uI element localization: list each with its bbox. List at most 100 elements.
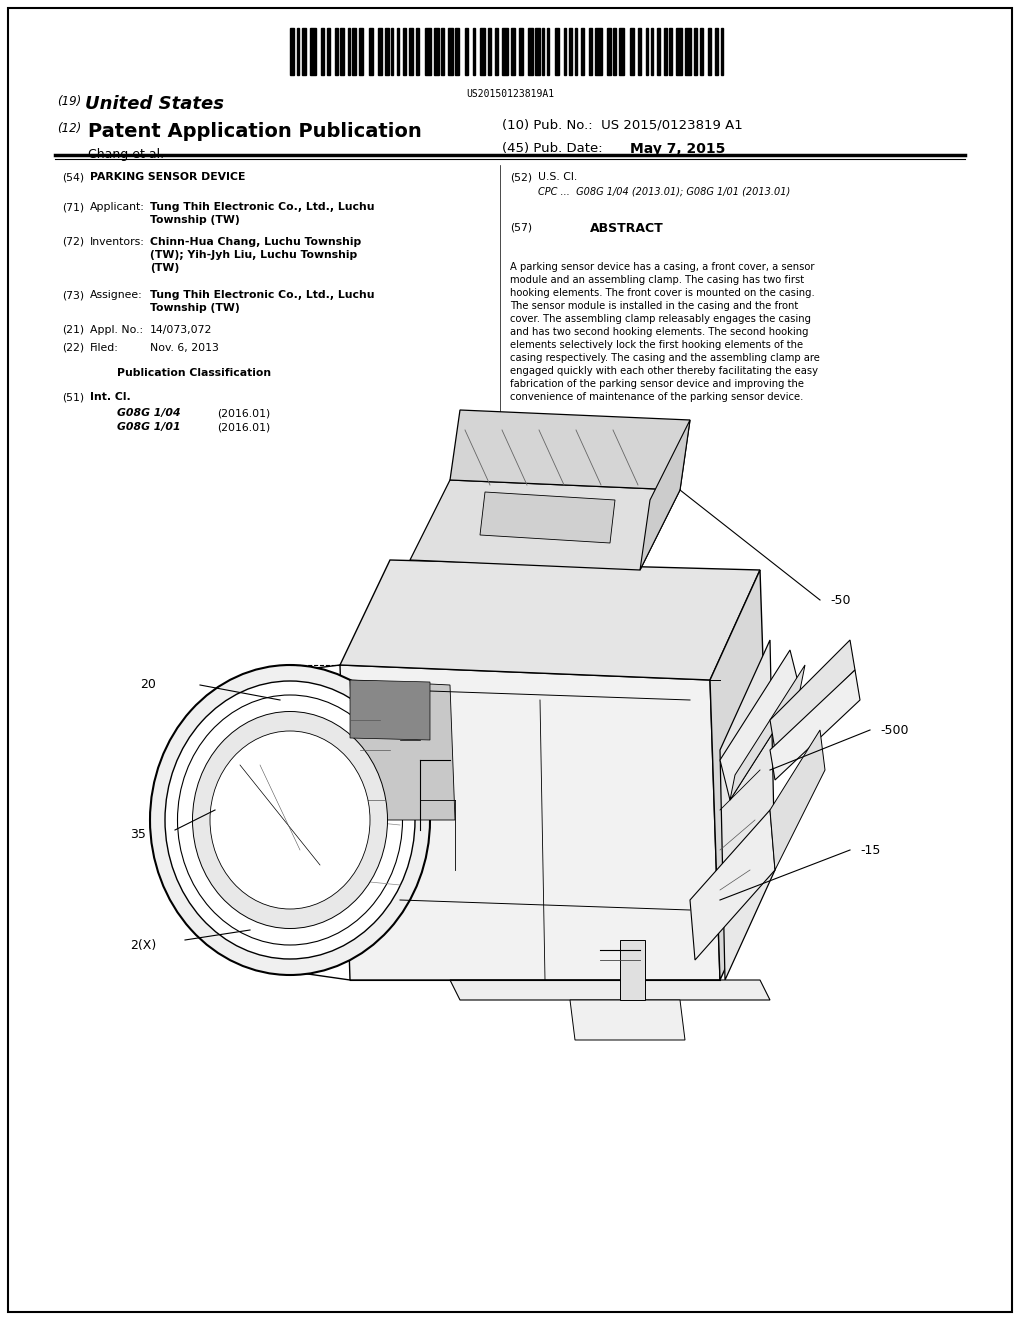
Text: U.S. Cl.: U.S. Cl. [537, 172, 577, 182]
Bar [454, 28, 459, 75]
Text: Inventors:: Inventors: [90, 238, 145, 247]
Bar [473, 28, 475, 75]
Text: convenience of maintenance of the parking sensor device.: convenience of maintenance of the parkin… [510, 392, 803, 403]
Text: (19): (19) [57, 95, 82, 108]
Text: CPC ...  G08G 1/04 (2013.01); G08G 1/01 (2013.01): CPC ... G08G 1/04 (2013.01); G08G 1/01 (… [537, 187, 790, 197]
Bar [607, 28, 610, 75]
Text: hooking elements. The front cover is mounted on the casing.: hooking elements. The front cover is mou… [510, 288, 814, 298]
Bar [424, 28, 431, 75]
Text: (22): (22) [62, 343, 84, 352]
Polygon shape [769, 730, 824, 870]
Text: Patent Application Publication: Patent Application Publication [88, 121, 421, 141]
Text: Filed:: Filed: [90, 343, 119, 352]
Text: module and an assembling clamp. The casing has two first: module and an assembling clamp. The casi… [510, 275, 803, 285]
Text: -500: -500 [879, 723, 908, 737]
Text: (2016.01): (2016.01) [217, 422, 270, 432]
Bar [541, 28, 543, 75]
Polygon shape [769, 640, 854, 750]
Polygon shape [480, 492, 614, 543]
Text: (TW): (TW) [150, 263, 179, 273]
Bar [519, 28, 523, 75]
Bar [564, 28, 566, 75]
Polygon shape [570, 1001, 685, 1040]
Bar [465, 28, 468, 75]
Bar [440, 28, 444, 75]
Polygon shape [709, 570, 769, 979]
Polygon shape [719, 649, 799, 800]
Text: US20150123819A1: US20150123819A1 [466, 88, 553, 99]
Bar [289, 28, 294, 75]
Bar [700, 28, 702, 75]
Bar [707, 28, 710, 75]
Bar [390, 28, 392, 75]
Text: engaged quickly with each other thereby facilitating the easy: engaged quickly with each other thereby … [510, 366, 817, 376]
Text: -50: -50 [829, 594, 850, 606]
Text: Applicant:: Applicant: [90, 202, 145, 213]
Bar [574, 28, 576, 75]
Bar [409, 28, 412, 75]
Text: Chinn-Hua Chang, Luchu Township: Chinn-Hua Chang, Luchu Township [150, 238, 361, 247]
Bar [369, 28, 373, 75]
Bar [320, 28, 324, 75]
Text: Tung Thih Electronic Co., Ltd., Luchu: Tung Thih Electronic Co., Ltd., Luchu [150, 202, 374, 213]
Ellipse shape [177, 696, 403, 945]
Bar [352, 28, 356, 75]
Text: The sensor module is installed in the casing and the front: The sensor module is installed in the ca… [510, 301, 798, 312]
Bar [693, 28, 696, 75]
Bar [535, 28, 539, 75]
Polygon shape [339, 665, 719, 979]
Polygon shape [689, 810, 774, 960]
Bar [720, 28, 722, 75]
Bar [347, 28, 350, 75]
Text: (10) Pub. No.:  US 2015/0123819 A1: (10) Pub. No.: US 2015/0123819 A1 [501, 117, 742, 131]
Bar [377, 28, 381, 75]
Bar [403, 28, 406, 75]
Text: Chang et al.: Chang et al. [88, 148, 164, 161]
Bar [581, 28, 584, 75]
Bar [359, 28, 363, 75]
Bar [612, 28, 615, 75]
Text: 35: 35 [129, 829, 146, 842]
Text: 2(X): 2(X) [129, 939, 156, 952]
Text: (72): (72) [62, 238, 84, 247]
Bar [588, 28, 591, 75]
Ellipse shape [165, 681, 415, 960]
Ellipse shape [150, 665, 430, 975]
Bar [302, 28, 306, 75]
Text: (2016.01): (2016.01) [217, 408, 270, 418]
Polygon shape [639, 420, 689, 570]
Text: (45) Pub. Date:: (45) Pub. Date: [501, 143, 602, 154]
Text: elements selectively lock the first hooking elements of the: elements selectively lock the first hook… [510, 341, 802, 350]
Polygon shape [410, 480, 680, 570]
Text: (52): (52) [510, 172, 532, 182]
Bar [685, 28, 690, 75]
Text: -15: -15 [859, 843, 879, 857]
Text: Assignee:: Assignee: [90, 290, 143, 300]
Bar [416, 28, 419, 75]
Bar [650, 28, 653, 75]
Bar [546, 28, 549, 75]
Text: casing respectively. The casing and the assembling clamp are: casing respectively. The casing and the … [510, 352, 819, 363]
Text: cover. The assembling clamp releasably engages the casing: cover. The assembling clamp releasably e… [510, 314, 810, 323]
Bar [668, 28, 672, 75]
Bar [434, 28, 438, 75]
Bar [511, 28, 515, 75]
Text: Nov. 6, 2013: Nov. 6, 2013 [150, 343, 219, 352]
Text: Publication Classification: Publication Classification [117, 368, 271, 378]
Text: A parking sensor device has a casing, a front cover, a sensor: A parking sensor device has a casing, a … [510, 261, 814, 272]
Ellipse shape [193, 711, 387, 928]
Bar [676, 28, 681, 75]
Text: Appl. No.:: Appl. No.: [90, 325, 143, 335]
Bar [619, 28, 624, 75]
Polygon shape [339, 560, 759, 680]
Bar [501, 28, 507, 75]
Bar [656, 28, 659, 75]
Text: G08G 1/04: G08G 1/04 [117, 408, 180, 418]
Bar [385, 28, 388, 75]
Text: (71): (71) [62, 202, 84, 213]
Text: (51): (51) [62, 392, 84, 403]
Text: PARKING SENSOR DEVICE: PARKING SENSOR DEVICE [90, 172, 246, 182]
Text: fabrication of the parking sensor device and improving the: fabrication of the parking sensor device… [510, 379, 803, 389]
Bar [714, 28, 717, 75]
Bar [340, 28, 343, 75]
